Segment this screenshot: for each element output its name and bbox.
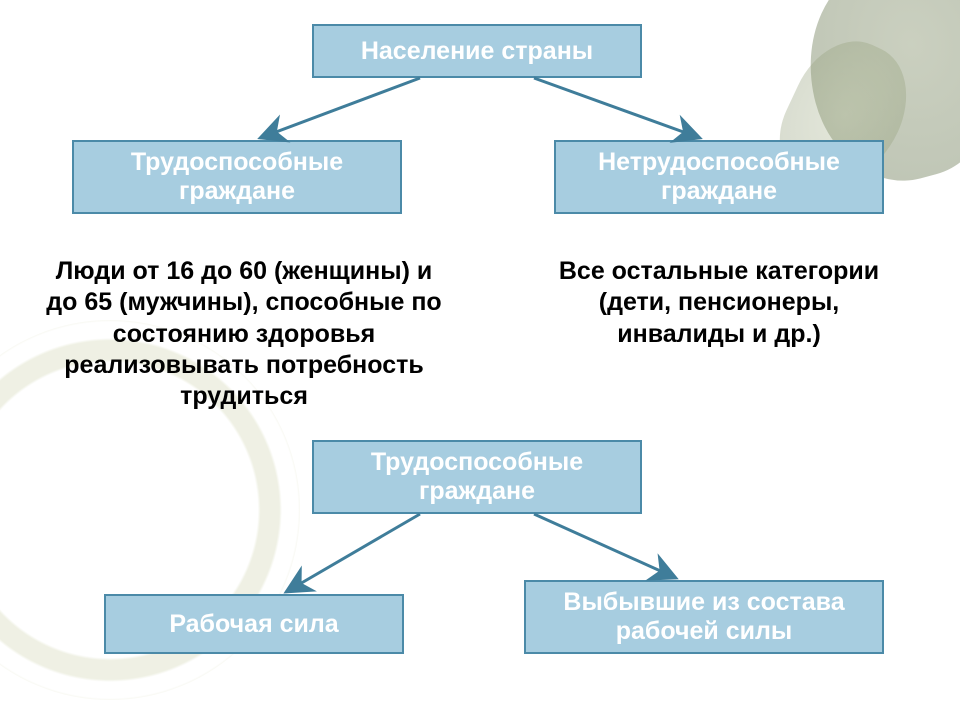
- node-out-of-labor-force: Выбывшие из состава рабочей силы: [524, 580, 884, 654]
- arrow-0: [260, 78, 420, 138]
- arrow-3: [534, 514, 676, 578]
- arrow-1: [534, 78, 700, 138]
- arrow-2: [286, 514, 420, 592]
- desc-able-bodied: Люди от 16 до 60 (женщины) и до 65 (мужч…: [44, 256, 444, 412]
- node-not-able-bodied: Нетрудоспособные граждане: [554, 140, 884, 214]
- node-labor-force: Рабочая сила: [104, 594, 404, 654]
- node-population: Население страны: [312, 24, 642, 78]
- node-able-bodied-2: Трудоспособные граждане: [312, 440, 642, 514]
- node-able-bodied: Трудоспособные граждане: [72, 140, 402, 214]
- desc-not-able-bodied: Все остальные категории (дети, пенсионер…: [544, 256, 894, 350]
